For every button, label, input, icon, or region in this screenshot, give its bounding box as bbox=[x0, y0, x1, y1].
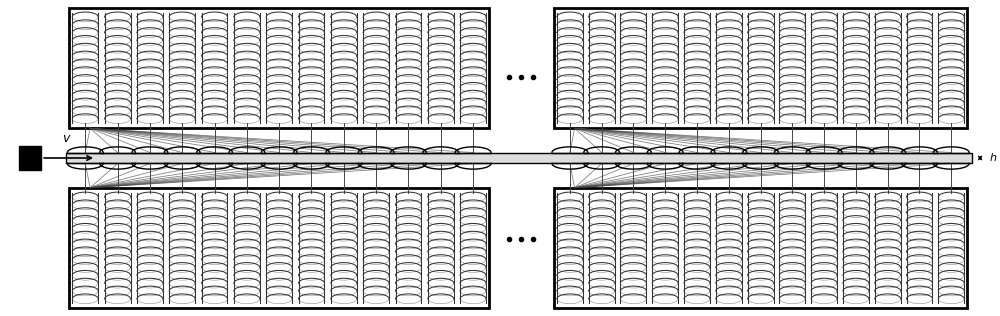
Text: h: h bbox=[990, 153, 997, 163]
Bar bbox=[69, 8, 489, 128]
Bar bbox=[66, 153, 972, 163]
Text: v: v bbox=[62, 132, 70, 145]
Bar bbox=[69, 188, 489, 308]
Bar bbox=[554, 188, 967, 308]
Bar bbox=[19, 146, 41, 170]
Bar bbox=[554, 8, 967, 128]
